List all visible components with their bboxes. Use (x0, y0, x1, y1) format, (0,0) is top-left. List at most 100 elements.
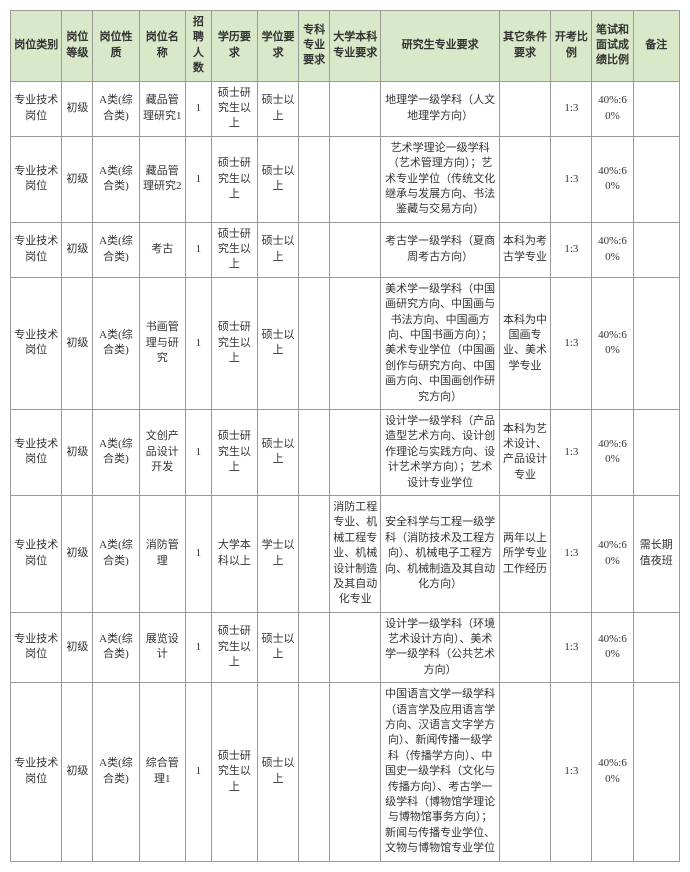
table-cell: 美术学一级学科（中国画研究方向、中国画与书法方向、中国画方向、中国书画方向）；美… (381, 277, 499, 409)
col-header: 笔试和面试成绩比例 (592, 11, 633, 82)
table-cell (299, 136, 330, 222)
table-cell: 1:3 (551, 409, 592, 495)
table-cell (330, 81, 381, 136)
table-cell: 考古学一级学科（夏商周考古方向） (381, 222, 499, 277)
col-header: 学位要求 (257, 11, 298, 82)
table-cell (633, 136, 679, 222)
table-cell: 本科为中国画专业、美术学专业 (499, 277, 550, 409)
table-cell: 需长期值夜班 (633, 495, 679, 612)
table-cell: 硕士研究生以上 (211, 409, 257, 495)
table-cell: A类(综合类) (93, 136, 139, 222)
table-cell: 专业技术岗位 (11, 277, 62, 409)
table-cell: 藏品管理研究1 (139, 81, 185, 136)
table-cell: A类(综合类) (93, 81, 139, 136)
table-row: 专业技术岗位初级A类(综合类)藏品管理研究21硕士研究生以上硕士以上艺术学理论一… (11, 136, 680, 222)
table-cell (299, 612, 330, 683)
table-cell: 地理学一级学科（人文地理学方向） (381, 81, 499, 136)
table-cell: 硕士以上 (257, 612, 298, 683)
table-cell: 1:3 (551, 277, 592, 409)
table-row: 专业技术岗位初级A类(综合类)书画管理与研究1硕士研究生以上硕士以上美术学一级学… (11, 277, 680, 409)
table-cell: 专业技术岗位 (11, 683, 62, 861)
table-cell: 专业技术岗位 (11, 222, 62, 277)
table-cell (633, 409, 679, 495)
table-cell (633, 81, 679, 136)
table-cell: 专业技术岗位 (11, 81, 62, 136)
recruitment-table: 岗位类别 岗位等级 岗位性质 岗位名称 招聘人数 学历要求 学位要求 专科专业要… (10, 10, 680, 862)
table-row: 专业技术岗位初级A类(综合类)综合管理11硕士研究生以上硕士以上中国语言文学一级… (11, 683, 680, 861)
table-cell (633, 222, 679, 277)
table-cell: 消防工程专业、机械工程专业、机械设计制造及其自动化专业 (330, 495, 381, 612)
table-cell: 40%:60% (592, 495, 633, 612)
table-cell: A类(综合类) (93, 495, 139, 612)
col-header: 岗位性质 (93, 11, 139, 82)
table-cell (499, 81, 550, 136)
table-cell (633, 277, 679, 409)
table-cell: 中国语言文学一级学科（语言学及应用语言学方向、汉语言文字学方向）、新闻传播一级学… (381, 683, 499, 861)
table-row: 专业技术岗位初级A类(综合类)文创产品设计开发1硕士研究生以上硕士以上设计学一级… (11, 409, 680, 495)
col-header: 其它条件要求 (499, 11, 550, 82)
table-cell (299, 222, 330, 277)
table-cell: 40%:60% (592, 136, 633, 222)
table-cell: 1:3 (551, 81, 592, 136)
table-cell: 初级 (62, 409, 93, 495)
table-cell: 硕士以上 (257, 136, 298, 222)
table-cell: 初级 (62, 495, 93, 612)
table-cell: 专业技术岗位 (11, 136, 62, 222)
table-cell: 初级 (62, 277, 93, 409)
table-cell (330, 612, 381, 683)
table-cell: 初级 (62, 81, 93, 136)
table-cell: 硕士以上 (257, 81, 298, 136)
table-cell: 硕士研究生以上 (211, 277, 257, 409)
col-header: 招聘人数 (185, 11, 211, 82)
table-cell: A类(综合类) (93, 683, 139, 861)
table-cell: 安全科学与工程一级学科（消防技术及工程方向）、机械电子工程方向、机械制造及其自动… (381, 495, 499, 612)
table-cell: 1:3 (551, 495, 592, 612)
table-cell: 本科为艺术设计、产品设计专业 (499, 409, 550, 495)
table-cell: 初级 (62, 612, 93, 683)
table-cell: 展览设计 (139, 612, 185, 683)
table-cell: A类(综合类) (93, 409, 139, 495)
table-cell (330, 222, 381, 277)
table-cell: 1 (185, 495, 211, 612)
table-cell: 40%:60% (592, 81, 633, 136)
col-header: 研究生专业要求 (381, 11, 499, 82)
table-cell: 1:3 (551, 136, 592, 222)
table-cell: 设计学一级学科（环境艺术设计方向）、美术学一级学科（公共艺术方向） (381, 612, 499, 683)
table-cell (299, 495, 330, 612)
table-cell: 初级 (62, 136, 93, 222)
col-header: 大学本科专业要求 (330, 11, 381, 82)
table-cell: 硕士研究生以上 (211, 683, 257, 861)
table-cell: 专业技术岗位 (11, 409, 62, 495)
table-cell: 硕士研究生以上 (211, 136, 257, 222)
table-cell: 两年以上所学专业工作经历 (499, 495, 550, 612)
table-cell: 1 (185, 136, 211, 222)
table-cell: A类(综合类) (93, 612, 139, 683)
col-header: 备注 (633, 11, 679, 82)
table-cell: 硕士以上 (257, 277, 298, 409)
table-cell (330, 409, 381, 495)
table-cell: 硕士以上 (257, 683, 298, 861)
table-cell: 1:3 (551, 222, 592, 277)
table-cell: 40%:60% (592, 222, 633, 277)
table-cell: 硕士研究生以上 (211, 81, 257, 136)
table-cell: 硕士研究生以上 (211, 222, 257, 277)
table-cell: 40%:60% (592, 683, 633, 861)
table-cell (330, 136, 381, 222)
table-cell (330, 683, 381, 861)
table-cell: 40%:60% (592, 277, 633, 409)
table-cell (499, 683, 550, 861)
table-cell: 本科为考古学专业 (499, 222, 550, 277)
table-cell (299, 683, 330, 861)
table-row: 专业技术岗位初级A类(综合类)藏品管理研究11硕士研究生以上硕士以上 地理学一级学… (11, 81, 680, 136)
table-cell: 40%:60% (592, 612, 633, 683)
table-cell: 消防管理 (139, 495, 185, 612)
table-cell: A类(综合类) (93, 277, 139, 409)
col-header: 岗位等级 (62, 11, 93, 82)
table-cell: 1 (185, 81, 211, 136)
table-cell: 1 (185, 222, 211, 277)
table-cell: 设计学一级学科（产品造型艺术方向、设计创作理论与实践方向、设计艺术学方向）；艺术… (381, 409, 499, 495)
table-body: 专业技术岗位初级A类(综合类)藏品管理研究11硕士研究生以上硕士以上地理学一级学… (11, 81, 680, 861)
col-header: 开考比例 (551, 11, 592, 82)
table-cell: 专业技术岗位 (11, 495, 62, 612)
col-header: 专科专业要求 (299, 11, 330, 82)
